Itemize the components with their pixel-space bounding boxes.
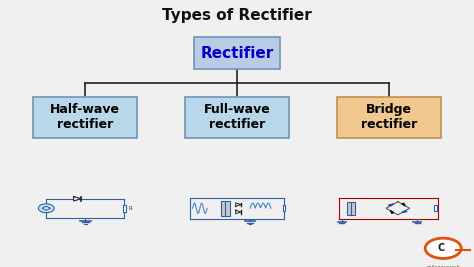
FancyBboxPatch shape (194, 37, 280, 69)
Polygon shape (389, 204, 393, 206)
Circle shape (38, 204, 54, 213)
Text: Full-wave
rectifier: Full-wave rectifier (204, 104, 270, 131)
Bar (225, 201, 230, 216)
Polygon shape (402, 203, 405, 206)
Bar (123, 205, 126, 212)
Bar (434, 205, 437, 211)
Bar (351, 202, 355, 215)
FancyBboxPatch shape (33, 97, 137, 138)
Text: R: R (128, 206, 132, 211)
Text: collegesearch: collegesearch (426, 265, 460, 267)
Bar (347, 202, 351, 215)
Polygon shape (402, 211, 407, 213)
Text: C: C (438, 243, 445, 253)
FancyBboxPatch shape (185, 97, 289, 138)
FancyBboxPatch shape (337, 97, 441, 138)
Polygon shape (390, 211, 393, 213)
Text: Rectifier: Rectifier (201, 46, 273, 61)
Text: Types of Rectifier: Types of Rectifier (162, 8, 312, 23)
Text: Half-wave
rectifier: Half-wave rectifier (50, 104, 120, 131)
Circle shape (425, 238, 461, 258)
Bar (283, 205, 285, 211)
Bar (221, 201, 226, 216)
Text: Bridge
rectifier: Bridge rectifier (361, 104, 417, 131)
